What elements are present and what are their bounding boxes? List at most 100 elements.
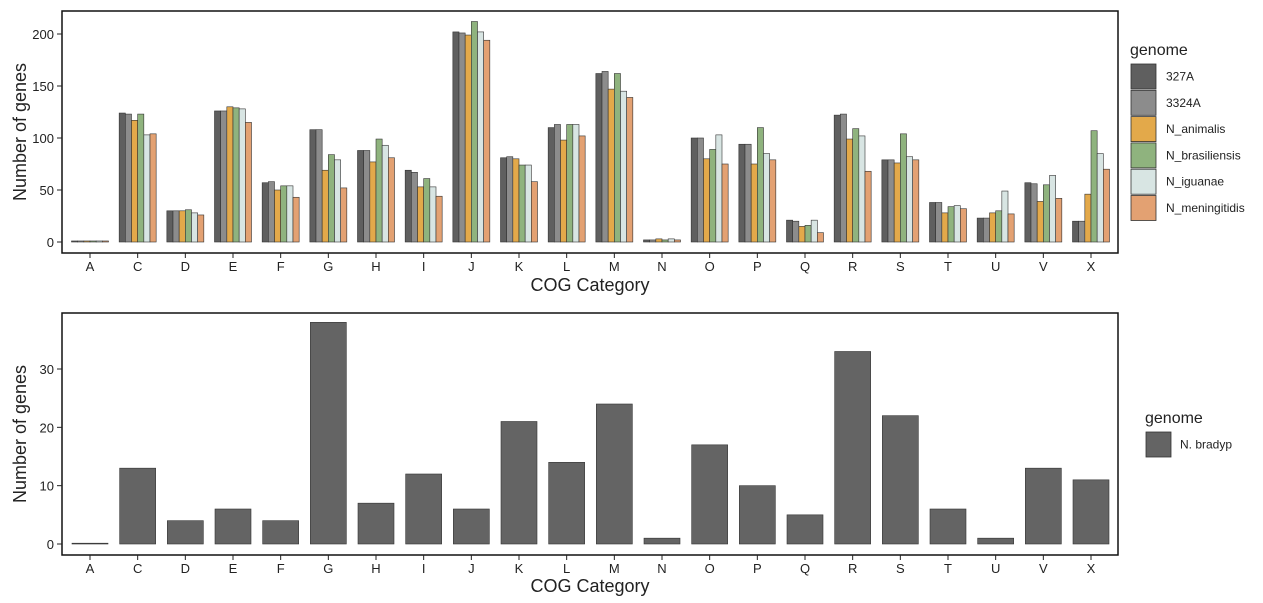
plot-frame bbox=[61, 312, 1119, 556]
bar-n-iguanae-a bbox=[95, 240, 103, 243]
bar-n-animalis-v bbox=[1036, 201, 1044, 243]
bar-3324a-n bbox=[649, 239, 657, 243]
bar-n-meningitidis-j bbox=[483, 39, 491, 243]
top-chart: 0 50 100 150 200 A C D E F G H I J K L M N O P Q R S T U V X COG Ca… bbox=[10, 10, 1245, 295]
bar-n-animalis-e bbox=[226, 106, 234, 243]
legend-label-n-bradyp: N. bradyp bbox=[1180, 438, 1232, 452]
bar-327a-o bbox=[690, 137, 698, 243]
bar-n-meningitidis-h bbox=[388, 157, 395, 243]
x-tick-label: N bbox=[657, 259, 666, 274]
bar-n-brasiliensis-q bbox=[804, 225, 812, 243]
bar-n-iguanae-m bbox=[620, 90, 627, 243]
bar-327a-f bbox=[261, 182, 269, 243]
bar-n-meningitidis-a bbox=[102, 240, 109, 243]
bar-327a-k bbox=[500, 157, 507, 243]
bar-n-animalis-n bbox=[655, 238, 663, 243]
bar-n-iguanae-j bbox=[477, 31, 484, 243]
bar-n-brasiliensis-h bbox=[375, 138, 383, 243]
bar-3324a-a bbox=[77, 240, 85, 243]
bar-327a-p bbox=[738, 143, 746, 243]
x-tick-label: U bbox=[991, 259, 1000, 274]
x-tick-label: C bbox=[133, 259, 142, 274]
bar-3324a-t bbox=[935, 202, 943, 243]
x-axis-title: COG Category bbox=[530, 275, 649, 295]
x-tick-label: N bbox=[657, 561, 666, 576]
bar-n-brasiliensis-s bbox=[900, 133, 907, 243]
bar-n-iguanae-e bbox=[238, 108, 246, 243]
bar-n-animalis-k bbox=[512, 158, 520, 243]
bar-327a-e bbox=[214, 110, 221, 243]
bar-3324a-r bbox=[840, 113, 847, 243]
bar-n-meningitidis-i bbox=[435, 195, 443, 243]
bar-n-animalis-u bbox=[989, 212, 996, 243]
x-tick-label: K bbox=[515, 259, 524, 274]
x-tick-label: E bbox=[229, 259, 238, 274]
bar-327a-s bbox=[881, 159, 889, 243]
x-tick-label: R bbox=[848, 259, 857, 274]
x-tick-label: T bbox=[944, 561, 952, 576]
bar-n-iguanae-h bbox=[381, 144, 389, 243]
bar-n-animalis-m bbox=[607, 88, 615, 243]
legend-label-n-iguanae: N_iguanae bbox=[1166, 175, 1224, 189]
bar-n-iguanae-g bbox=[334, 159, 341, 243]
bar-327a-j bbox=[452, 31, 460, 243]
bar-3324a-o bbox=[697, 137, 704, 243]
bar-n-brasiliensis-k bbox=[518, 164, 526, 243]
bar-n-bradyp-d bbox=[167, 520, 204, 545]
x-tick-label: P bbox=[753, 259, 762, 274]
x-tick-label: V bbox=[1039, 561, 1048, 576]
bar-n-bradyp-l bbox=[548, 462, 585, 545]
bar-3324a-s bbox=[887, 159, 895, 243]
bar-n-bradyp-o bbox=[691, 444, 728, 545]
bar-3324a-k bbox=[506, 156, 514, 243]
bar-n-bradyp-c bbox=[119, 467, 156, 545]
bar-3324a-i bbox=[411, 172, 418, 243]
bar-n-iguanae-u bbox=[1001, 190, 1009, 243]
x-tick-label: F bbox=[277, 561, 285, 576]
y-tick-label: 50 bbox=[40, 183, 54, 198]
bar-n-bradyp-u bbox=[977, 537, 1014, 545]
bar-3324a-q bbox=[792, 220, 800, 243]
bar-n-bradyp-v bbox=[1025, 467, 1062, 545]
bar-n-bradyp-s bbox=[882, 415, 919, 545]
legend-key-n-iguanae bbox=[1130, 168, 1157, 195]
bar-n-iguanae-s bbox=[906, 156, 913, 243]
legend-label-n-brasiliensis: N_brasiliensis bbox=[1166, 148, 1241, 162]
bar-n-brasiliensis-m bbox=[614, 73, 621, 243]
bar-3324a-h bbox=[363, 150, 371, 243]
bar-n-bradyp-g bbox=[310, 322, 347, 545]
x-tick-label: S bbox=[896, 561, 905, 576]
bar-n-iguanae-p bbox=[763, 153, 770, 243]
legend-key-n-meningitidis bbox=[1130, 195, 1157, 221]
bar-327a-h bbox=[357, 150, 364, 243]
bar-327a-m bbox=[595, 73, 603, 243]
bar-3324a-c bbox=[125, 113, 132, 243]
bar-327a-c bbox=[118, 112, 126, 243]
bottom-chart: 0 10 20 30 A C D E F G H I J K L M N O P Q R S T U V X COG Categor… bbox=[10, 312, 1232, 596]
bar-327a-r bbox=[833, 114, 841, 243]
bar-n-meningitidis-p bbox=[769, 159, 777, 243]
bar-n-iguanae-d bbox=[191, 212, 198, 243]
bar-n-brasiliensis-i bbox=[423, 178, 431, 243]
x-tick-label: L bbox=[563, 561, 570, 576]
x-tick-label: D bbox=[181, 561, 190, 576]
bar-n-bradyp-i bbox=[405, 473, 442, 545]
bar-3324a-f bbox=[268, 181, 275, 243]
bar-n-brasiliensis-e bbox=[232, 107, 240, 243]
bar-n-animalis-j bbox=[464, 34, 472, 243]
bar-n-meningitidis-s bbox=[912, 159, 920, 243]
bar-n-animalis-p bbox=[750, 163, 758, 243]
bar-n-bradyp-t bbox=[929, 508, 967, 545]
x-tick-label: M bbox=[609, 561, 620, 576]
bar-n-bradyp-p bbox=[739, 485, 776, 545]
x-tick-label: H bbox=[371, 259, 380, 274]
x-tick-label: T bbox=[944, 259, 952, 274]
bar-3324a-m bbox=[601, 71, 609, 243]
x-tick-label: S bbox=[896, 259, 905, 274]
bar-n-bradyp-f bbox=[262, 520, 299, 545]
bar-n-iguanae-o bbox=[715, 134, 723, 243]
x-tick-label: E bbox=[229, 561, 238, 576]
bar-n-meningitidis-d bbox=[197, 214, 205, 243]
x-tick-label: I bbox=[422, 259, 426, 274]
